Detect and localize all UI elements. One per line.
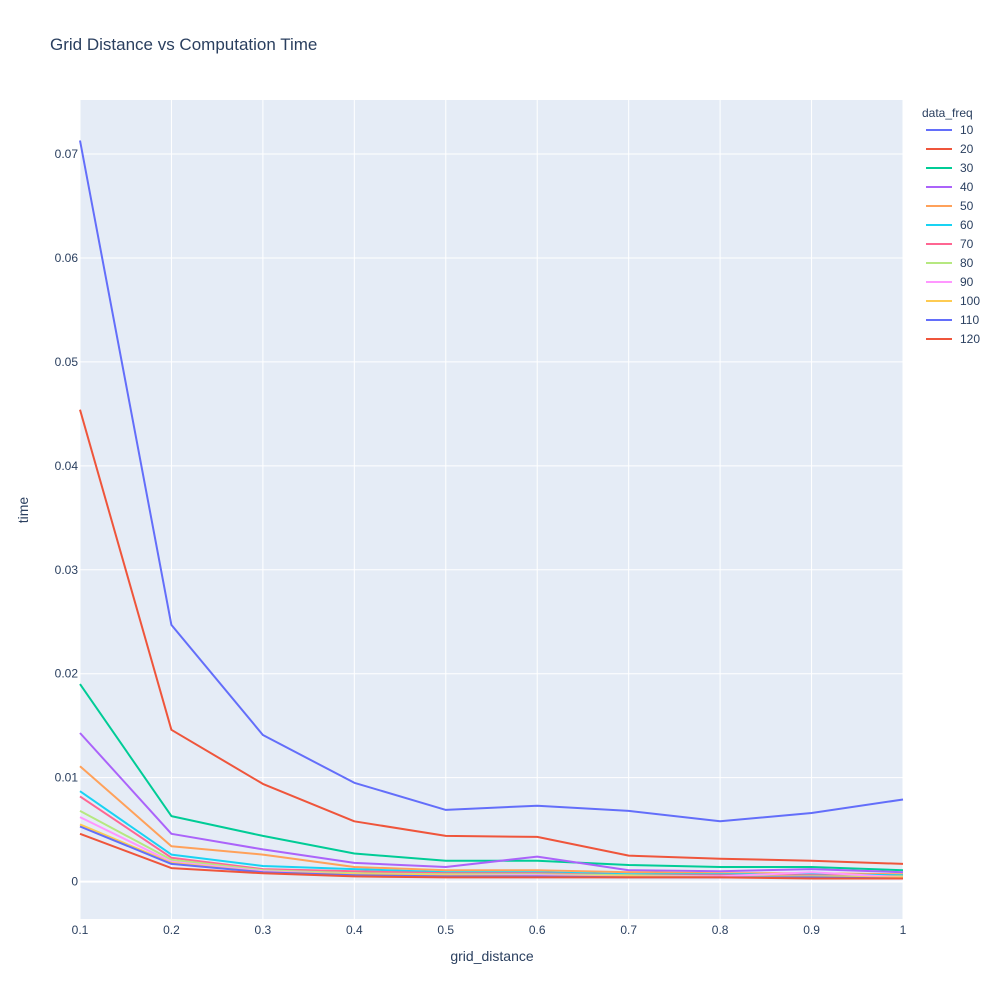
series-line-10[interactable] [79,140,904,823]
legend-item-10[interactable]: 10 [926,123,974,137]
legend-item-70[interactable]: 70 [926,237,974,251]
plot-area: 0.1 0.2 0.3 0.4 0.5 0.6 0.7 0.8 0.9 1 0 0.01 0.02 0.0… [55,100,907,937]
plot-background [80,100,903,919]
y-tick-label: 0.02 [55,667,79,681]
legend-label: 100 [960,294,980,308]
legend-label: 70 [960,237,974,251]
legend-item-40[interactable]: 40 [926,180,974,194]
legend-label: 60 [960,218,974,232]
series-line-20[interactable] [79,409,904,865]
legend-item-120[interactable]: 120 [926,332,980,346]
series-line-40[interactable] [79,732,904,874]
y-tick-label: 0.01 [55,771,79,785]
legend-item-60[interactable]: 60 [926,218,974,232]
legend-item-110[interactable]: 110 [926,313,979,327]
x-tick-label: 0.4 [346,923,363,937]
y-tick-label: 0.04 [55,459,79,473]
legend-label: 10 [960,123,974,137]
legend-label: 80 [960,256,974,270]
legend-item-30[interactable]: 30 [926,161,974,175]
x-tick-label: 0.8 [712,923,729,937]
x-axis-title: grid_distance [450,948,533,964]
legend-label: 90 [960,275,974,289]
x-tick-label: 0.7 [620,923,637,937]
x-tick-label: 0.5 [437,923,454,937]
legend-label: 50 [960,199,974,213]
legend-label: 20 [960,142,974,156]
x-tick-label: 0.9 [803,923,820,937]
legend-label: 40 [960,180,974,194]
legend-item-80[interactable]: 80 [926,256,974,270]
legend-title: data_freq [922,106,973,120]
x-tick-label: 1 [900,923,907,937]
legend-item-20[interactable]: 20 [926,142,974,156]
y-tick-label: 0.06 [55,251,79,265]
series-line-120[interactable] [79,832,903,880]
legend-item-100[interactable]: 100 [926,294,980,308]
legend[interactable]: data_freq 10 20 30 40 50 60 70 80 90 100 110 120 [922,106,980,346]
x-tick-label: 0.1 [72,923,89,937]
x-tick-label: 0.6 [529,923,546,937]
legend-label: 120 [960,332,980,346]
y-tick-label: 0.03 [55,563,79,577]
legend-label: 30 [960,161,974,175]
chart-title: Grid Distance vs Computation Time [50,35,317,54]
y-tick-label: 0 [71,875,78,889]
legend-item-50[interactable]: 50 [926,199,974,213]
y-tick-label: 0.07 [55,147,79,161]
y-axis-title: time [15,497,31,524]
legend-label: 110 [960,313,979,327]
y-tick-label: 0.05 [55,355,79,369]
legend-item-90[interactable]: 90 [926,275,974,289]
x-tick-label: 0.3 [255,923,272,937]
x-tick-label: 0.2 [163,923,180,937]
